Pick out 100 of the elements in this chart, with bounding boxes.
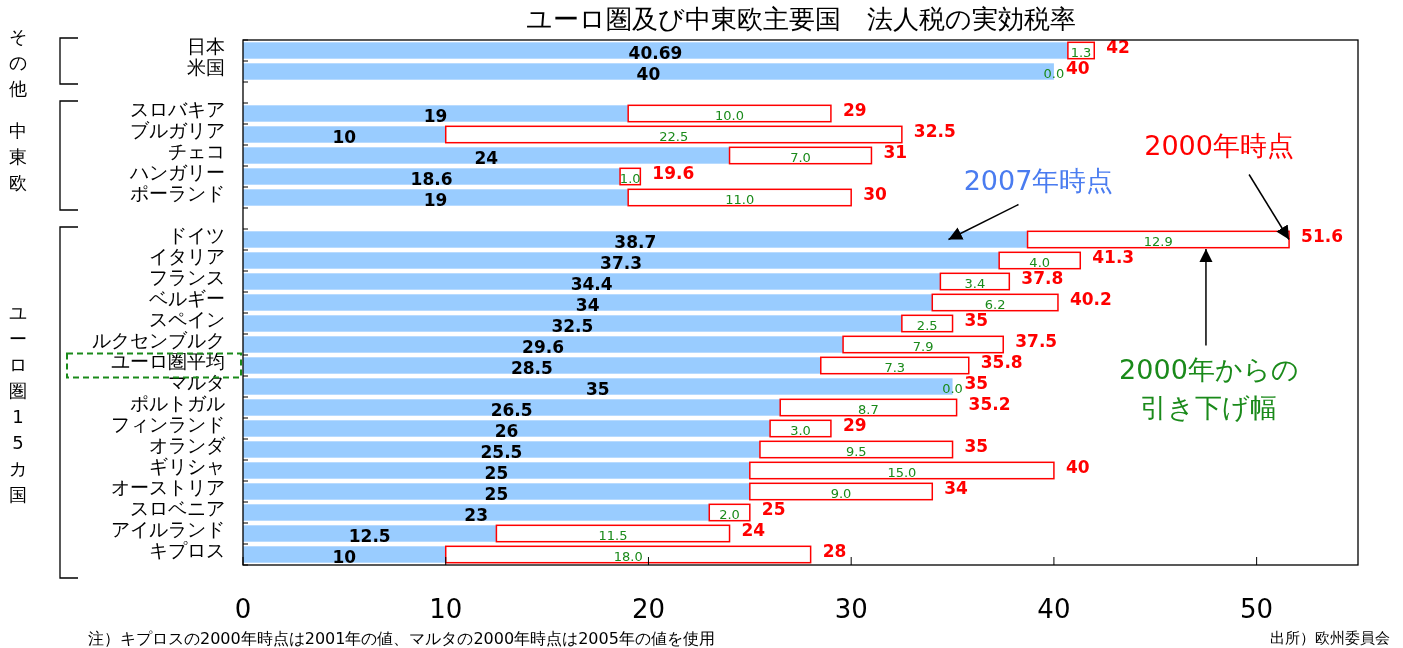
data-label: 3.0: [790, 422, 811, 438]
text: ユーロ圏15カ国: [9, 302, 27, 506]
bar: [243, 252, 1000, 269]
bar: [243, 147, 730, 164]
bar: [842, 335, 1004, 354]
data-label: 1.3: [1070, 44, 1092, 60]
y-tick-label: オーストリア: [111, 475, 225, 498]
bar: [495, 524, 731, 543]
data-label: 3.4: [964, 275, 986, 291]
bar: [243, 483, 750, 500]
bar: [779, 398, 958, 417]
data-label: 7.9: [912, 338, 934, 354]
y-tick-label: 日本: [187, 34, 225, 57]
y-tick-label: ルクセンブルク: [92, 328, 225, 351]
annotation: 2000年からの引き下げ幅: [1118, 352, 1300, 425]
total-label: 30: [863, 183, 888, 204]
total-label: 40: [1065, 456, 1090, 477]
total-label: 35: [964, 372, 989, 393]
data-label: 18.6: [410, 168, 453, 189]
bar: [749, 461, 1055, 480]
text: 中東欧: [9, 120, 27, 194]
data-label: 11.5: [598, 527, 628, 543]
y-tick-label: フィンランド: [111, 412, 225, 435]
bar: [243, 441, 760, 458]
data-label: 7.3: [884, 359, 906, 375]
bar: [749, 482, 934, 501]
bar: [444, 125, 903, 144]
data-label: 37.3: [600, 252, 643, 273]
data-label: 19: [423, 189, 448, 210]
x-tick-label: 0: [234, 594, 252, 624]
total-label: 40.2: [1069, 288, 1112, 309]
data-label: 18.0: [613, 548, 643, 564]
data-label: 19: [423, 105, 448, 126]
y-tick-label: ポーランド: [130, 181, 225, 204]
data-label: 9.0: [830, 485, 852, 501]
total-label: 31: [883, 141, 908, 162]
y-tick-label: ブルガリア: [130, 118, 225, 141]
bar: [243, 105, 629, 122]
total-label: 35.8: [980, 351, 1023, 372]
bar: [627, 104, 832, 123]
bar: [820, 356, 970, 375]
data-label: 12.5: [348, 525, 391, 546]
total-label: 41.3: [1092, 246, 1135, 267]
x-tick-label: 50: [1240, 594, 1274, 624]
y-tick-label: マルタ: [168, 370, 225, 393]
data-label: 24: [474, 147, 499, 168]
bar: [627, 188, 852, 207]
total-label: 34: [944, 477, 969, 498]
data-label: 8.7: [858, 401, 879, 417]
data-label: 32.5: [551, 315, 594, 336]
data-label: 26.5: [490, 399, 533, 420]
text: 注）キプロスの2000年時点は2001年の値、マルタの2000年時点は2005年の値を使用: [88, 629, 715, 648]
y-tick-label: スロバキア: [130, 97, 225, 120]
data-label: 25: [761, 498, 786, 519]
bar: [243, 126, 446, 143]
x-tick-label: 40: [1037, 594, 1071, 624]
bar: [243, 42, 1068, 59]
data-label: 12.9: [1143, 233, 1173, 249]
data-label: 2.5: [916, 317, 938, 333]
data-label: 9.5: [845, 443, 867, 459]
data-label: 2.0: [719, 506, 740, 522]
y-tick-label: フランス: [149, 265, 225, 288]
data-label: 22.5: [659, 128, 689, 144]
bar: [243, 336, 844, 353]
y-tick-label: キプロス: [149, 538, 225, 561]
total-label: 35: [964, 435, 989, 456]
y-tick-label: ポルトガル: [130, 391, 225, 414]
y-tick-label: チェコ: [168, 139, 225, 162]
data-label: 26: [494, 420, 519, 441]
data-label: 1.0: [619, 170, 641, 186]
bar: [243, 357, 821, 374]
text: 出所）欧州委員会: [1270, 629, 1390, 647]
total-label: 29: [842, 414, 867, 435]
data-label: 40.69: [628, 42, 683, 63]
data-label: 34: [575, 294, 600, 315]
data-label: 25.5: [480, 441, 523, 462]
total-label: 28: [822, 540, 847, 561]
annotation: 2007年時点: [963, 164, 1114, 196]
total-label: 19.6: [652, 162, 695, 183]
data-label: 0.0: [942, 380, 963, 396]
y-tick-label: オランダ: [149, 433, 226, 456]
data-label: 29.6: [522, 336, 565, 357]
total-label: 24: [741, 519, 766, 540]
total-label: 42: [1106, 36, 1130, 57]
bar: [243, 231, 1028, 248]
data-label: 7.0: [790, 149, 811, 165]
total-label: 51.6: [1301, 225, 1344, 246]
x-tick-label: 20: [631, 594, 665, 624]
bar: [243, 525, 497, 542]
bar: [1026, 230, 1290, 249]
text: その他: [9, 25, 27, 99]
total-label: 37.5: [1015, 330, 1058, 351]
annotation: 2000年時点: [1144, 129, 1294, 161]
data-label: 10: [332, 546, 357, 567]
data-label: 10.0: [715, 107, 745, 123]
bar: [243, 504, 710, 521]
x-tick-label: 10: [429, 594, 463, 624]
total-label: 37.8: [1021, 267, 1064, 288]
y-tick-label: ベルギー: [149, 286, 225, 309]
data-label: 34.4: [570, 273, 613, 294]
